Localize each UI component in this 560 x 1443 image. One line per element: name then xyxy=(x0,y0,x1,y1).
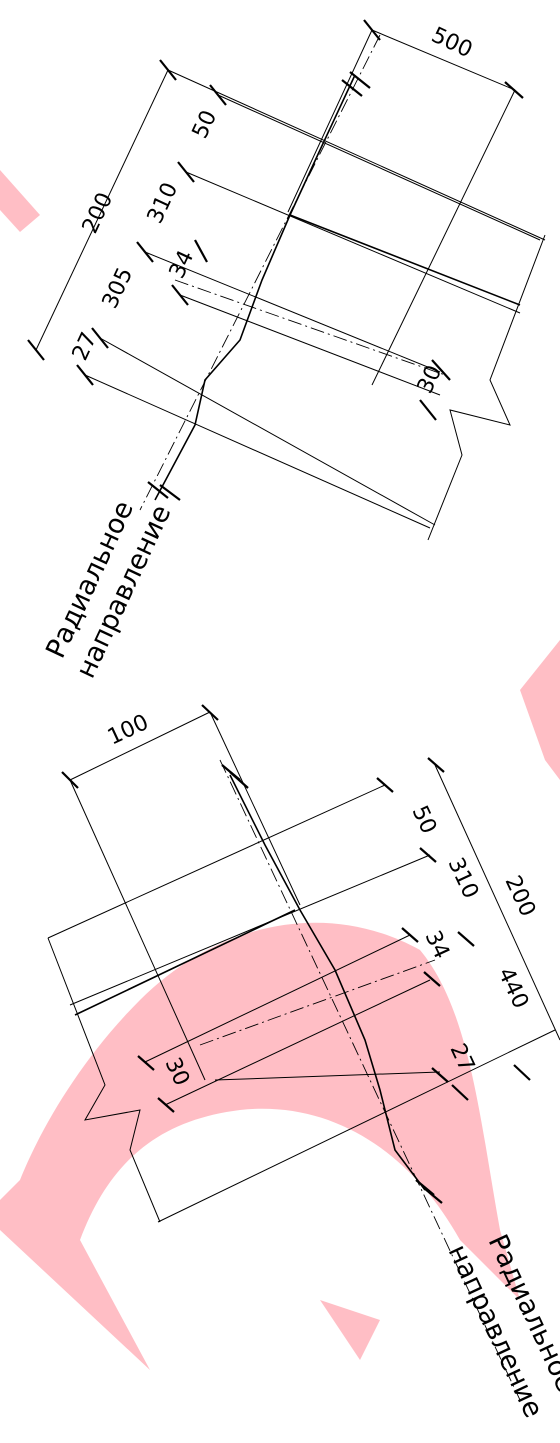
dim-label-440: 440 xyxy=(493,964,533,1013)
dim-line-100 xyxy=(69,711,211,781)
dim-label-200: 200 xyxy=(78,189,118,238)
tick xyxy=(91,327,109,349)
dim-label-30: 30 xyxy=(413,362,447,398)
tick xyxy=(137,1055,155,1071)
lower-edge-310 xyxy=(69,854,431,1006)
tick xyxy=(209,84,227,106)
dim-label-500: 500 xyxy=(427,23,476,63)
lower-edge-27 xyxy=(214,1071,441,1081)
upper-bottom-edge xyxy=(84,374,431,529)
upper-left-vertical xyxy=(287,29,373,213)
tick xyxy=(341,79,363,97)
tick xyxy=(423,971,441,987)
lower-radial-curve xyxy=(229,774,426,1191)
dim-label-310-lower: 310 xyxy=(443,854,483,903)
upper-flange xyxy=(289,214,521,306)
lower-flange xyxy=(74,909,296,1016)
dim-label-310: 310 xyxy=(143,179,183,228)
tick xyxy=(76,364,94,386)
upper-edge-34 xyxy=(179,294,441,396)
tick xyxy=(419,847,437,863)
upper-edge-310 xyxy=(185,171,521,314)
tick xyxy=(61,771,79,789)
dim-label-50: 50 xyxy=(188,107,222,143)
upper-drawing xyxy=(27,19,546,541)
tick xyxy=(159,59,177,81)
tick xyxy=(423,1187,443,1204)
tick xyxy=(419,399,437,421)
tick xyxy=(136,241,154,263)
lower-break-line xyxy=(47,937,161,1223)
tick xyxy=(513,1064,531,1081)
tick xyxy=(504,81,524,99)
dim-label-100: 100 xyxy=(104,710,153,750)
tick xyxy=(457,931,475,947)
tick xyxy=(363,19,381,41)
upper-radial-curve xyxy=(154,74,356,501)
dim-label-305: 305 xyxy=(98,264,138,313)
tick xyxy=(431,1067,449,1083)
tick xyxy=(201,704,219,721)
upper-axis-line xyxy=(139,34,381,511)
dim-label-200-lower: 200 xyxy=(500,872,540,921)
upper-dimension-labels: 500 200 50 310 305 34 27 30 Радиальное н… xyxy=(40,23,476,683)
lower-edge-34 xyxy=(144,934,411,1063)
dim-label-34: 34 xyxy=(165,247,199,283)
lower-drawing xyxy=(47,704,560,1401)
tick xyxy=(157,1097,175,1113)
upper-edge-50 xyxy=(217,94,541,241)
tick xyxy=(171,284,189,306)
tick xyxy=(27,339,45,361)
tick xyxy=(376,777,394,793)
dim-line-200-lower xyxy=(434,764,560,1041)
lower-inner-vertical xyxy=(209,711,301,906)
tick xyxy=(229,771,249,789)
dim-line-200 xyxy=(35,69,169,351)
upper-edge-305 xyxy=(144,251,441,373)
lower-edge-440 xyxy=(164,979,431,1106)
tick xyxy=(431,359,451,381)
tick xyxy=(194,239,208,263)
watermark-logo xyxy=(0,170,560,1370)
tick xyxy=(147,481,169,499)
dim-line-500 xyxy=(371,29,516,91)
lower-axis-line xyxy=(219,759,521,1401)
tick xyxy=(427,757,445,773)
tick xyxy=(451,1084,469,1101)
tick xyxy=(349,71,371,89)
lower-edge-50 xyxy=(47,784,386,939)
upper-right-vertical xyxy=(371,89,516,386)
upper-top-edge xyxy=(167,69,546,241)
lower-center-line xyxy=(199,959,436,1046)
upper-break-line xyxy=(427,234,546,541)
tick xyxy=(177,161,195,183)
tick xyxy=(159,484,181,501)
lower-bottom-edge xyxy=(157,1029,556,1223)
upper-edge-27 xyxy=(99,337,436,526)
tick xyxy=(401,927,419,943)
lower-left-vertical xyxy=(69,779,206,1081)
dim-label-50-lower: 50 xyxy=(407,802,441,838)
